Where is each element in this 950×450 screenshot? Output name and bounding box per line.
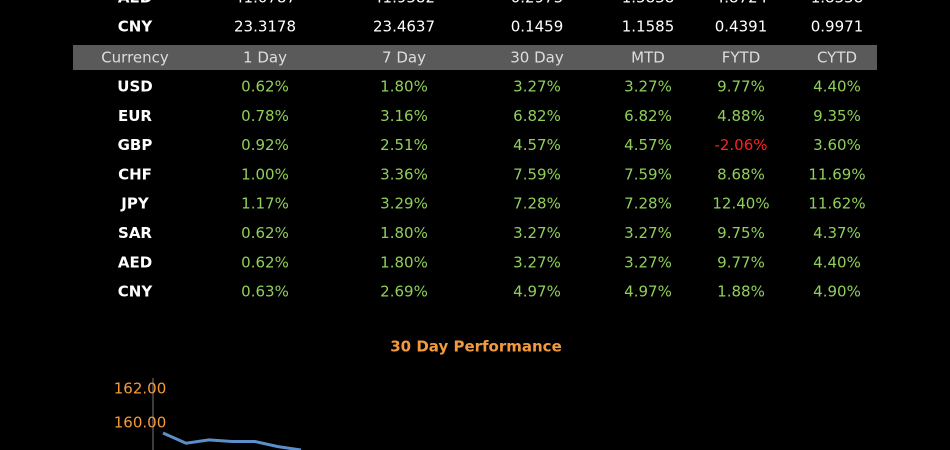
value-cell: 4.40% <box>813 253 861 271</box>
value-cell: 6.82% <box>624 107 672 125</box>
header-cell: FYTD <box>722 49 761 67</box>
value-cell: 9.77% <box>717 253 765 271</box>
value-cell: 9.77% <box>717 78 765 96</box>
value-cell: 3.27% <box>513 253 561 271</box>
currency-cell: CNY <box>118 18 154 36</box>
value-cell: 4.88% <box>717 107 765 125</box>
header-cell: CYTD <box>817 49 857 67</box>
value-cell: 0.62% <box>241 78 289 96</box>
value-cell: 3.27% <box>513 78 561 96</box>
value-cell: 3.27% <box>624 224 672 242</box>
value-cell: 1.88% <box>717 283 765 301</box>
value-cell: 3.36% <box>380 165 428 183</box>
currency-cell: EUR <box>118 107 152 125</box>
currency-cell: SAR <box>118 224 152 242</box>
value-cell: 7.28% <box>513 195 561 213</box>
value-cell: 9.35% <box>813 107 861 125</box>
rate-cell: 0.2975 <box>511 0 564 7</box>
value-cell: 3.27% <box>624 78 672 96</box>
value-cell: 3.27% <box>513 224 561 242</box>
header-band <box>73 45 877 70</box>
currency-cell: CNY <box>118 283 154 301</box>
rate-cell: 1.8558 <box>811 0 864 7</box>
y-tick-label: 160.00 <box>114 413 167 431</box>
rate-cell: 0.4391 <box>715 18 768 36</box>
value-cell: 3.16% <box>380 107 428 125</box>
chart-title: 30 Day Performance <box>390 338 562 356</box>
value-cell: 4.37% <box>813 224 861 242</box>
currency-cell: GBP <box>118 136 153 154</box>
header-cell: 7 Day <box>382 49 426 67</box>
value-cell: -2.06% <box>714 136 767 154</box>
value-cell: 0.78% <box>241 107 289 125</box>
value-cell: 3.29% <box>380 195 428 213</box>
value-cell: 4.57% <box>513 136 561 154</box>
rate-cell: 41.9582 <box>373 0 435 7</box>
y-tick-label: 162.00 <box>114 380 167 398</box>
value-cell: 0.62% <box>241 224 289 242</box>
header-cell: Currency <box>101 49 169 67</box>
value-cell: 4.97% <box>513 283 561 301</box>
value-cell: 1.80% <box>380 224 428 242</box>
currency-cell: AED <box>118 0 152 7</box>
rate-cell: 0.9971 <box>811 18 864 36</box>
rate-cell: 0.1459 <box>511 18 564 36</box>
value-cell: 8.68% <box>717 165 765 183</box>
value-cell: 0.63% <box>241 283 289 301</box>
value-cell: 7.59% <box>513 165 561 183</box>
value-cell: 12.40% <box>712 195 769 213</box>
rate-cell: 41.0787 <box>234 0 296 7</box>
header-cell: 1 Day <box>243 49 287 67</box>
header-cell: 30 Day <box>510 49 564 67</box>
value-cell: 1.00% <box>241 165 289 183</box>
currency-cell: AED <box>118 253 152 271</box>
value-cell: 11.69% <box>808 165 865 183</box>
currency-cell: JPY <box>120 195 150 213</box>
value-cell: 1.80% <box>380 253 428 271</box>
value-cell: 7.28% <box>624 195 672 213</box>
value-cell: 9.75% <box>717 224 765 242</box>
value-cell: 2.51% <box>380 136 428 154</box>
value-cell: 1.17% <box>241 195 289 213</box>
value-cell: 11.62% <box>808 195 865 213</box>
value-cell: 7.59% <box>624 165 672 183</box>
rate-cell: 4.8724 <box>715 0 768 7</box>
value-cell: 4.40% <box>813 78 861 96</box>
value-cell: 1.80% <box>380 78 428 96</box>
value-cell: 0.62% <box>241 253 289 271</box>
value-cell: 4.57% <box>624 136 672 154</box>
rate-cell: 23.3178 <box>234 18 296 36</box>
currency-cell: CHF <box>118 165 152 183</box>
value-cell: 3.60% <box>813 136 861 154</box>
line-series <box>162 431 302 450</box>
value-cell: 3.27% <box>624 253 672 271</box>
value-cell: 2.69% <box>380 283 428 301</box>
value-cell: 4.90% <box>813 283 861 301</box>
rate-cell: 23.4637 <box>373 18 435 36</box>
value-cell: 6.82% <box>513 107 561 125</box>
rate-cell: 1.5838 <box>622 0 675 7</box>
header-cell: MTD <box>631 49 665 67</box>
value-cell: 4.97% <box>624 283 672 301</box>
value-cell: 0.92% <box>241 136 289 154</box>
rate-cell: 1.1585 <box>622 18 675 36</box>
currency-cell: USD <box>117 78 152 96</box>
